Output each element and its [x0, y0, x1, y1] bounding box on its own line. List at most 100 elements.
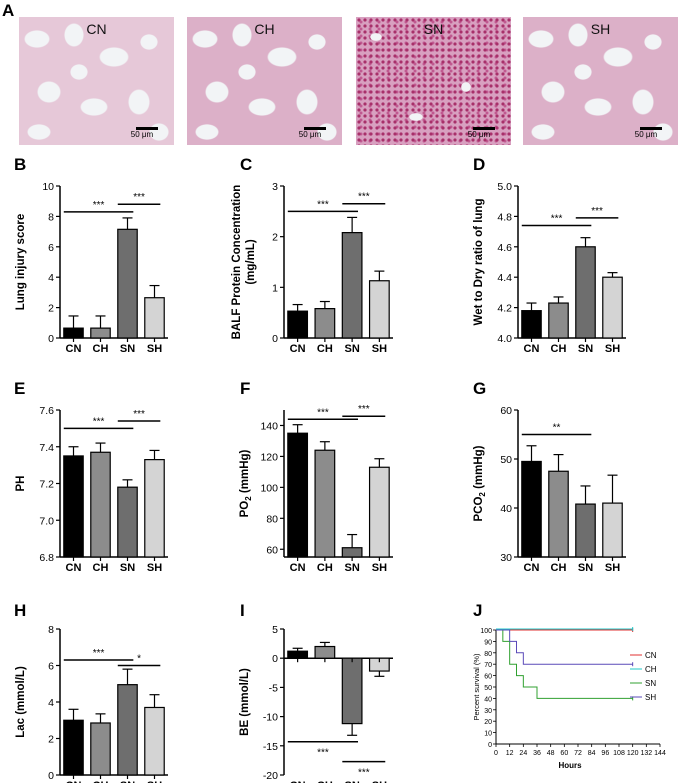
bar-sh	[368, 280, 390, 339]
x-tick-label-ch: CH	[93, 343, 109, 355]
bar-cn	[63, 327, 84, 339]
x-tick-label: 120	[627, 750, 639, 757]
y-tick-label: 60	[266, 544, 278, 556]
x-tick-label: 132	[640, 750, 652, 757]
bar-ch	[90, 327, 111, 339]
panel-letter-i: I	[240, 601, 245, 620]
y-tick-label: 8	[48, 211, 54, 223]
x-tick-label: 72	[574, 750, 582, 757]
y-tick-label: 90	[484, 639, 492, 646]
y-axis-label: BALF Protein Concentration (mg/mL)	[231, 185, 257, 340]
x-tick-label-sn: SN	[344, 780, 359, 783]
legend-label-sn: SN	[645, 679, 656, 688]
x-tick-label-sh: SH	[605, 343, 620, 355]
x-tick-label-cn: CN	[290, 562, 306, 574]
bar-ch	[314, 645, 336, 659]
y-axis-label: PH	[15, 476, 27, 492]
x-tick-label: 96	[601, 750, 609, 757]
bar-ch	[314, 308, 336, 339]
y-tick-label: 40	[484, 696, 492, 703]
bar-sn	[341, 232, 363, 339]
y-tick-label: 1	[272, 282, 278, 294]
x-tick-label: 84	[588, 750, 596, 757]
panel-letter-d: D	[473, 155, 485, 174]
x-tick-label-sn: SN	[344, 343, 359, 355]
panel-letter-f: F	[240, 379, 250, 398]
bar-sh	[602, 276, 623, 339]
histology-label-ch: CH	[254, 21, 275, 37]
y-axis-label: BE (mmol/L)	[239, 668, 251, 736]
y-tick-label: 4.6	[497, 242, 512, 254]
y-tick-label: 4.4	[497, 272, 512, 284]
y-axis-label: Lung injury score	[15, 214, 27, 311]
bar-sn	[117, 486, 138, 558]
y-tick-label: 2	[272, 232, 278, 244]
significance-label: ***	[93, 200, 105, 211]
x-tick-label-sh: SH	[372, 780, 387, 783]
bar-cn	[521, 460, 542, 558]
y-tick-label: 80	[484, 651, 492, 658]
x-tick-label: 60	[560, 750, 568, 757]
y-tick-label: 0	[272, 333, 278, 345]
y-tick-label: 20	[484, 719, 492, 726]
y-tick-label: 6.8	[39, 552, 54, 564]
x-axis-label: Hours	[558, 761, 582, 770]
legend-label-sh: SH	[645, 693, 656, 702]
x-tick-label-cn: CN	[290, 343, 306, 355]
x-tick-label: 108	[613, 750, 625, 757]
significance-label: *	[137, 654, 141, 665]
scale-bar: 50 μm	[299, 127, 326, 139]
x-tick-label-ch: CH	[551, 562, 567, 574]
bar-sn	[575, 503, 596, 558]
x-tick-label-sh: SH	[372, 562, 387, 574]
scale-bar-label: 50 μm	[130, 130, 154, 139]
x-tick-label: 12	[506, 750, 514, 757]
x-tick-label: 0	[494, 750, 498, 757]
scale-bar: 50 μm	[635, 127, 662, 139]
y-tick-label: 0	[272, 653, 278, 665]
panel-letter-e: E	[14, 379, 25, 398]
bar-ch	[314, 449, 336, 558]
survival-line-sh	[496, 629, 633, 665]
x-tick-label-cn: CN	[66, 562, 82, 574]
y-tick-label: 4.8	[497, 211, 512, 223]
survival-line-sn	[496, 629, 633, 699]
bar-sh	[144, 706, 165, 776]
y-tick-label: 60	[484, 674, 492, 681]
y-tick-label: 5.0	[497, 181, 512, 193]
y-tick-label: 10	[484, 731, 492, 738]
x-tick-label-sn: SN	[578, 562, 593, 574]
y-tick-label: 40	[500, 503, 512, 515]
histology-label-cn: CN	[86, 21, 107, 37]
y-tick-label: 2	[48, 734, 54, 746]
y-tick-label: -20	[263, 770, 278, 782]
x-tick-label-cn: CN	[66, 780, 82, 783]
x-tick-label-sn: SN	[120, 780, 135, 783]
histology-image-sh: SH 50 μm	[523, 17, 678, 145]
x-tick-label-sn: SN	[120, 562, 135, 574]
y-tick-label: 10	[42, 181, 54, 193]
x-tick-label-sh: SH	[147, 343, 162, 355]
y-tick-label: 7.2	[39, 479, 54, 491]
bar-ch	[548, 302, 569, 339]
y-tick-label: -15	[263, 741, 278, 753]
y-tick-label: 0	[48, 770, 54, 782]
histology-label-sn: SN	[423, 21, 444, 37]
y-tick-label: 100	[480, 628, 492, 635]
bar-sh	[144, 459, 165, 558]
y-tick-label: 4	[48, 697, 54, 709]
y-tick-label: 140	[260, 420, 278, 432]
y-tick-label: 50	[500, 454, 512, 466]
y-tick-label: 8	[48, 624, 54, 636]
significance-label: ***	[317, 748, 329, 759]
x-tick-label-sh: SH	[147, 562, 162, 574]
bar-sn	[341, 547, 363, 558]
panel-a-letter: A	[2, 1, 15, 20]
x-tick-label: 144	[654, 750, 666, 757]
scale-bar-label: 50 μm	[467, 130, 491, 139]
histology-image-cn: CN 50 μm	[19, 17, 174, 145]
significance-label: ***	[358, 404, 370, 415]
x-tick-label-sn: SN	[120, 343, 135, 355]
x-tick-label: 48	[547, 750, 555, 757]
y-axis-label: Lac (mmol/L)	[15, 666, 27, 738]
